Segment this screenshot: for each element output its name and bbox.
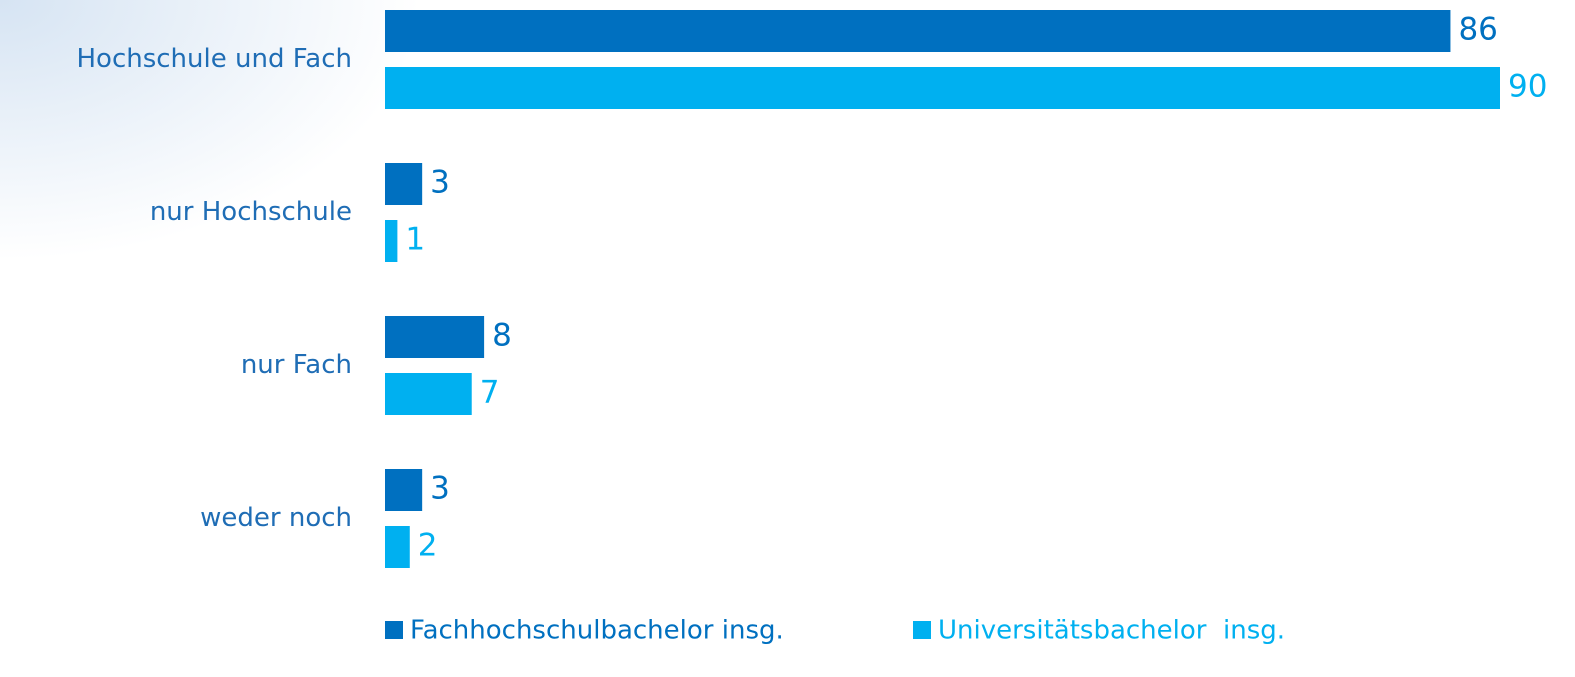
legend-swatch xyxy=(913,621,931,639)
bar xyxy=(385,67,1500,109)
bar xyxy=(385,469,423,511)
bar xyxy=(385,373,472,415)
bar xyxy=(385,316,485,358)
value-label: 3 xyxy=(430,471,450,507)
value-label: 1 xyxy=(405,222,425,258)
bar xyxy=(385,526,410,568)
bar xyxy=(385,163,423,205)
value-label: 90 xyxy=(1508,69,1547,105)
bar xyxy=(385,220,398,262)
value-label: 86 xyxy=(1458,12,1497,48)
value-label: 3 xyxy=(430,165,450,201)
category-label: Hochschule und Fach xyxy=(76,44,352,74)
legend-swatch xyxy=(385,621,403,639)
bar xyxy=(385,10,1451,52)
legend-label: Fachhochschulbachelor insg. xyxy=(410,616,784,646)
value-label: 2 xyxy=(418,528,438,564)
category-label: nur Fach xyxy=(241,350,352,380)
category-label: nur Hochschule xyxy=(150,197,352,227)
value-label: 8 xyxy=(492,318,512,354)
legend-label: Universitätsbachelor insg. xyxy=(938,616,1285,646)
category-label: weder noch xyxy=(200,503,352,533)
value-label: 7 xyxy=(480,375,500,411)
